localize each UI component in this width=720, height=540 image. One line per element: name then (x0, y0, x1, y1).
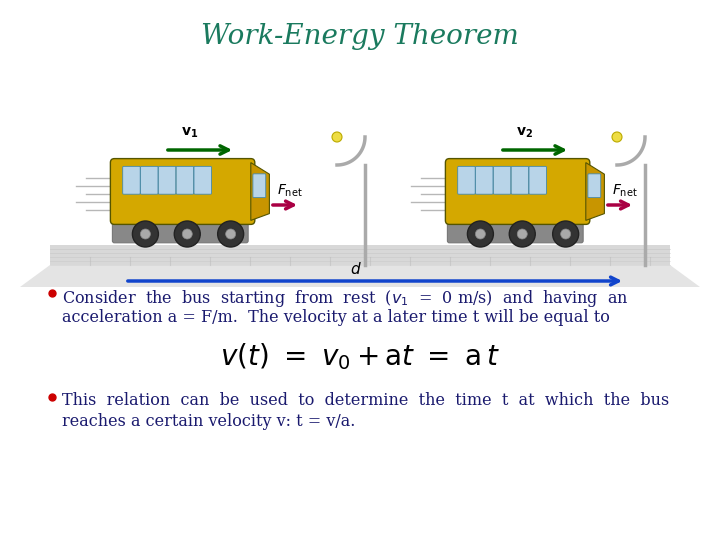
FancyBboxPatch shape (588, 174, 600, 198)
FancyBboxPatch shape (110, 159, 255, 225)
Text: $\mathbf{v}_\mathbf{1}$: $\mathbf{v}_\mathbf{1}$ (181, 126, 199, 140)
FancyBboxPatch shape (112, 220, 248, 243)
Polygon shape (20, 265, 700, 287)
Circle shape (553, 221, 579, 247)
FancyBboxPatch shape (493, 166, 511, 194)
FancyBboxPatch shape (529, 166, 546, 194)
Text: This  relation  can  be  used  to  determine  the  time  t  at  which  the  bus: This relation can be used to determine t… (62, 392, 670, 409)
Text: $F_{\rm net}$: $F_{\rm net}$ (277, 183, 302, 199)
Circle shape (132, 221, 158, 247)
Circle shape (475, 229, 485, 239)
Text: reaches a certain velocity v: t = v/a.: reaches a certain velocity v: t = v/a. (62, 413, 356, 430)
Circle shape (225, 229, 235, 239)
FancyBboxPatch shape (446, 159, 590, 225)
Circle shape (174, 221, 200, 247)
FancyBboxPatch shape (253, 174, 266, 198)
FancyBboxPatch shape (447, 220, 583, 243)
Text: acceleration a = F/m.  The velocity at a later time t will be equal to: acceleration a = F/m. The velocity at a … (62, 309, 610, 326)
Text: Consider  the  bus  starting  from  rest  ($v_1$  =  0 m/s)  and  having  an: Consider the bus starting from rest ($v_… (62, 288, 629, 309)
FancyBboxPatch shape (158, 166, 176, 194)
Circle shape (561, 229, 571, 239)
Circle shape (332, 132, 342, 142)
FancyBboxPatch shape (511, 166, 528, 194)
Polygon shape (586, 163, 604, 220)
Polygon shape (251, 163, 269, 220)
Circle shape (509, 221, 535, 247)
Text: d: d (350, 262, 360, 277)
Circle shape (140, 229, 150, 239)
FancyBboxPatch shape (176, 166, 194, 194)
Circle shape (612, 132, 622, 142)
FancyBboxPatch shape (475, 166, 493, 194)
Circle shape (517, 229, 527, 239)
Text: $\mathbf{v}_\mathbf{2}$: $\mathbf{v}_\mathbf{2}$ (516, 126, 534, 140)
FancyBboxPatch shape (458, 166, 475, 194)
Text: $F_{\rm net}$: $F_{\rm net}$ (612, 183, 638, 199)
FancyBboxPatch shape (122, 166, 140, 194)
Circle shape (467, 221, 493, 247)
Circle shape (217, 221, 243, 247)
Text: Work-Energy Theorem: Work-Energy Theorem (201, 24, 519, 51)
Polygon shape (50, 245, 670, 265)
Text: $v(t)\ =\ v_0 + \mathrm{a}t\ =\ \mathrm{a}\,t$: $v(t)\ =\ v_0 + \mathrm{a}t\ =\ \mathrm{… (220, 342, 500, 373)
Circle shape (182, 229, 192, 239)
FancyBboxPatch shape (194, 166, 212, 194)
FancyBboxPatch shape (140, 166, 158, 194)
